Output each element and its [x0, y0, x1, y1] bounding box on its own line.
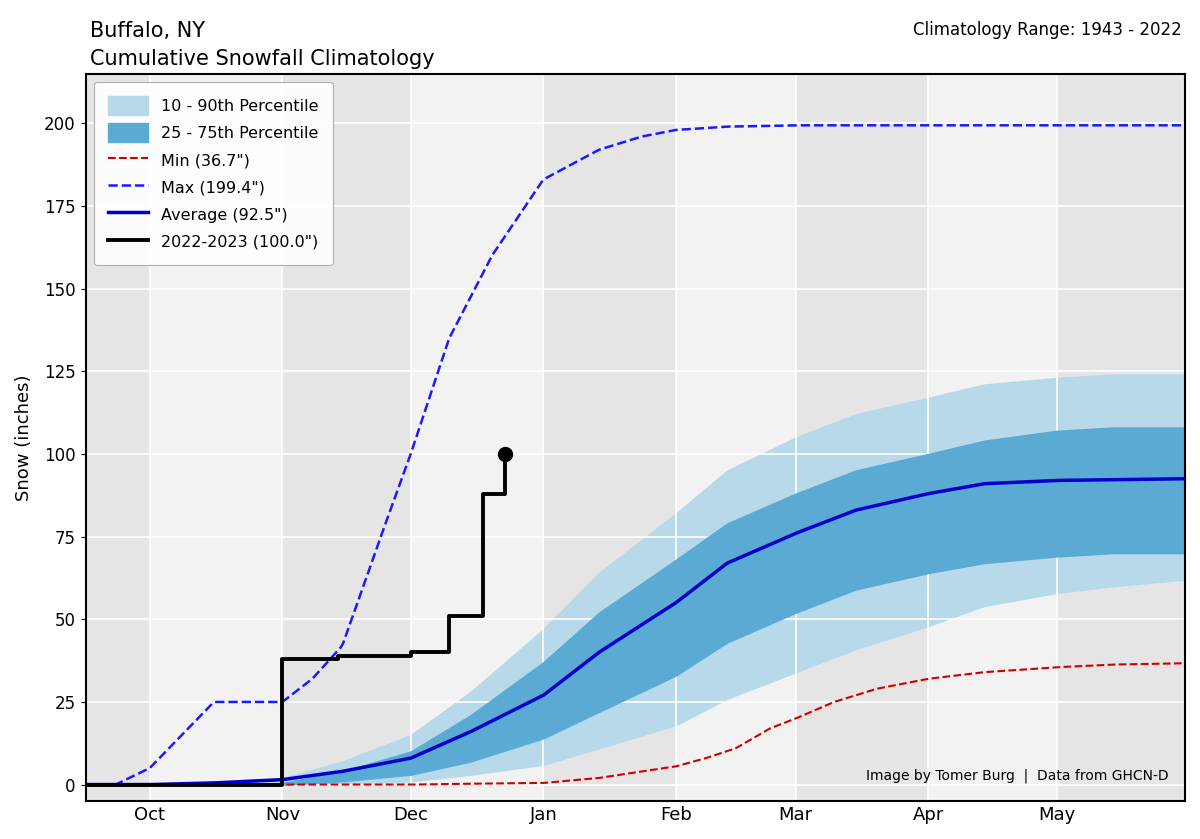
Bar	[676, 74, 796, 801]
Bar	[929, 74, 1057, 801]
Bar	[150, 74, 282, 801]
Text: Image by Tomer Burg  |  Data from GHCN-D: Image by Tomer Burg | Data from GHCN-D	[866, 769, 1169, 783]
Text: Buffalo, NY
Cumulative Snowfall Climatology: Buffalo, NY Cumulative Snowfall Climatol…	[90, 21, 434, 69]
Text: Climatology Range: 1943 - 2022: Climatology Range: 1943 - 2022	[913, 21, 1182, 39]
Bar	[544, 74, 676, 801]
Legend: 10 - 90th Percentile, 25 - 75th Percentile, Min (36.7"), Max (199.4"), Average (: 10 - 90th Percentile, 25 - 75th Percenti…	[94, 81, 332, 265]
Bar	[85, 74, 150, 801]
Bar	[282, 74, 410, 801]
Y-axis label: Snow (inches): Snow (inches)	[14, 374, 34, 501]
Bar	[410, 74, 544, 801]
Bar	[796, 74, 929, 801]
Bar	[1057, 74, 1186, 801]
